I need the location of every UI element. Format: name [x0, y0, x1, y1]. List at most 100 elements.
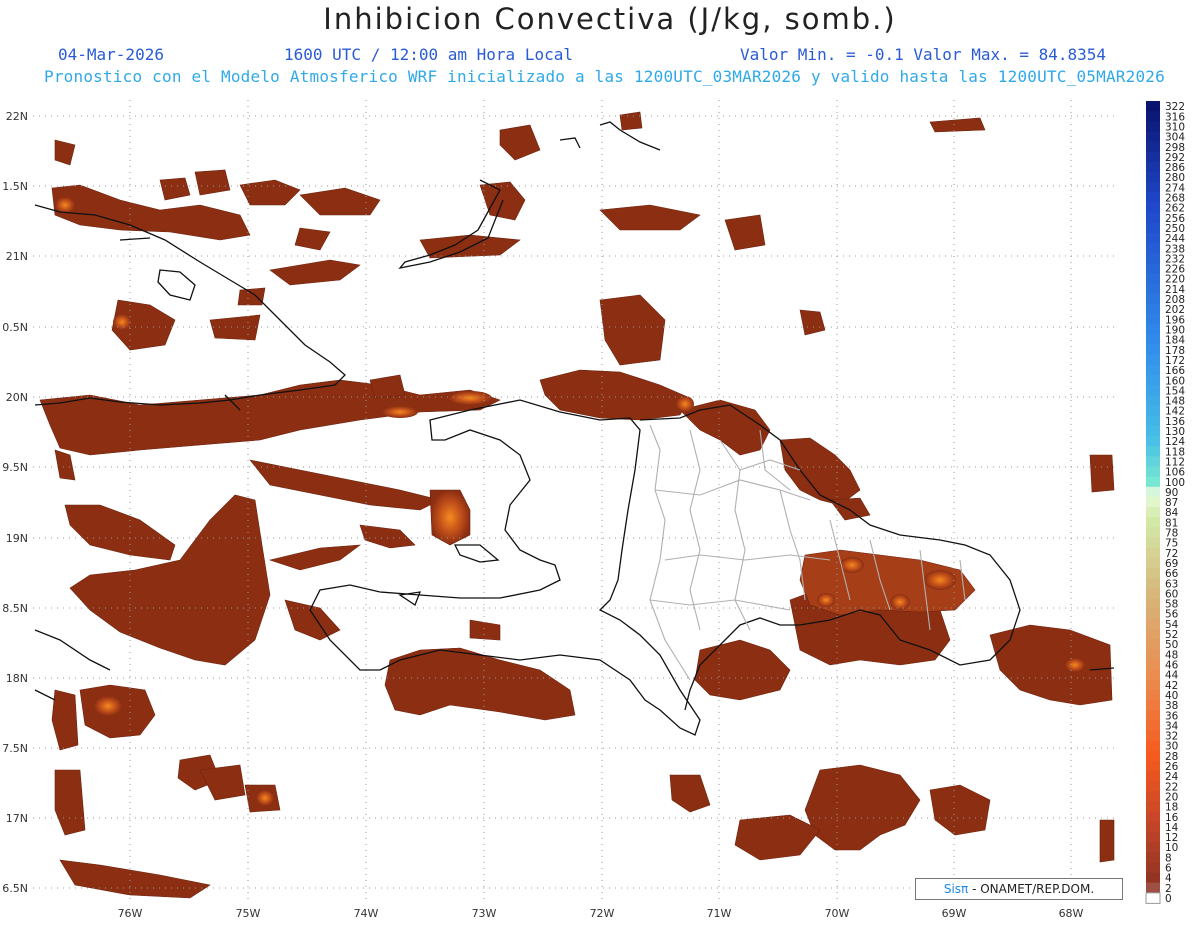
colorbar-swatch: [1146, 486, 1160, 498]
lat-tick-label: 21N: [6, 250, 28, 263]
colorbar-swatch: [1146, 852, 1160, 863]
colorbar-swatch: [1146, 283, 1160, 295]
colorbar-swatch: [1146, 649, 1160, 660]
colorbar-label: 298: [1165, 142, 1185, 154]
colorbar-swatch: [1146, 608, 1160, 620]
colorbar-swatch: [1146, 507, 1160, 518]
latitude-axis: 22N 1.5N 21N 0.5N 20N 9.5N 19N 8.5N 18N …: [2, 110, 28, 895]
colorbar-swatch: [1146, 354, 1160, 366]
colorbar-swatch: [1146, 405, 1160, 417]
colorbar-swatch: [1146, 557, 1160, 569]
colorbar-label: 28: [1165, 751, 1178, 763]
colorbar-label: 136: [1165, 416, 1185, 428]
colorbar-swatch: [1146, 872, 1160, 884]
colorbar-label: 18: [1165, 802, 1178, 814]
colorbar-swatch: [1146, 375, 1160, 386]
colorbar-label: 0: [1165, 893, 1172, 905]
colorbar-label: 4: [1165, 873, 1172, 885]
colorbar-swatch: [1146, 446, 1160, 457]
lat-tick-label: 1.5N: [2, 180, 28, 193]
colorbar-label: 310: [1165, 121, 1185, 133]
colorbar-label: 69: [1165, 558, 1178, 570]
colorbar-swatch: [1146, 527, 1160, 538]
lat-tick-label: 19N: [6, 532, 28, 545]
colorbar-label: 87: [1165, 497, 1178, 509]
colorbar-swatch: [1146, 578, 1160, 589]
colorbar-swatch: [1146, 862, 1160, 873]
forecast-time: 1600 UTC / 12:00 am Hora Local: [284, 45, 573, 64]
colorbar-swatch: [1146, 192, 1160, 203]
colorbar-label: 214: [1165, 284, 1185, 296]
colorbar-label: 66: [1165, 568, 1179, 580]
colorbar-swatch: [1146, 811, 1160, 823]
colorbar-swatch: [1146, 831, 1160, 843]
lon-tick-label: 69W: [942, 907, 967, 920]
value-min-max: Valor Min. = -0.1 Valor Max. = 84.8354: [740, 45, 1107, 64]
colorbar-swatch: [1146, 161, 1160, 173]
lon-tick-label: 70W: [825, 907, 850, 920]
colorbar-swatch: [1146, 415, 1160, 427]
colorbar-swatch: [1146, 659, 1160, 670]
colorbar-swatch: [1146, 750, 1160, 762]
colorbar-label: 178: [1165, 345, 1185, 357]
colorbar-swatch: [1146, 760, 1160, 772]
lon-tick-label: 73W: [472, 907, 497, 920]
colorbar-label: 190: [1165, 324, 1185, 336]
colorbar-swatch: [1146, 222, 1160, 234]
colorbar-swatch: [1146, 212, 1160, 224]
colorbar-label: 292: [1165, 152, 1185, 164]
colorbar-label: 14: [1165, 822, 1179, 834]
colorbar-swatch: [1146, 172, 1160, 183]
colorbar-label: 262: [1165, 203, 1185, 215]
colorbar-swatch: [1146, 466, 1160, 478]
colorbar-swatch: [1146, 710, 1160, 721]
colorbar-label: 78: [1165, 528, 1178, 540]
colorbar-label: 56: [1165, 609, 1179, 621]
colorbar-swatch: [1146, 639, 1160, 650]
coastlines: [34, 121, 1115, 736]
colorbar-label: 32: [1165, 731, 1178, 743]
longitude-axis: 76W 75W 74W 73W 72W 71W 70W 69W 68W: [118, 907, 1084, 920]
colorbar-label: 148: [1165, 396, 1185, 408]
cin-field-shading: [39, 111, 1115, 899]
colorbar-label: 196: [1165, 314, 1185, 326]
colorbar-label: 75: [1165, 538, 1178, 550]
colorbar-swatch: [1145, 892, 1161, 904]
colorbar-label: 172: [1165, 355, 1185, 367]
colorbar-label: 238: [1165, 243, 1185, 255]
colorbar-swatch: [1146, 537, 1160, 549]
colorbar-label: 166: [1165, 365, 1185, 377]
map-title: Inhibicion Convectiva (J/kg, somb.): [323, 2, 897, 36]
lon-tick-label: 68W: [1059, 907, 1084, 920]
colorbar-swatch: [1146, 699, 1160, 711]
colorbar-label: 130: [1165, 426, 1185, 438]
colorbar-label: 48: [1165, 649, 1178, 661]
colorbar-label: 232: [1165, 253, 1185, 265]
colorbar-label: 50: [1165, 639, 1178, 651]
colorbar-swatch: [1146, 385, 1160, 396]
lat-tick-label: 7.5N: [2, 742, 28, 755]
colorbar-swatch: [1146, 324, 1160, 335]
lat-tick-label: 0.5N: [2, 321, 28, 334]
colorbar-label: 36: [1165, 710, 1179, 722]
colorbar-swatch: [1146, 344, 1160, 356]
colorbar-label: 12: [1165, 832, 1178, 844]
colorbar-label: 8: [1165, 852, 1172, 864]
colorbar-label: 42: [1165, 680, 1178, 692]
colorbar-label: 220: [1165, 274, 1185, 286]
lat-tick-label: 9.5N: [2, 461, 28, 474]
colorbar-swatch: [1146, 771, 1160, 782]
colorbar-swatch: [1146, 232, 1160, 244]
forecast-date: 04-Mar-2026: [58, 45, 164, 64]
colorbar-swatch: [1146, 567, 1160, 579]
colorbar-swatch: [1146, 151, 1160, 163]
colorbar-label: 286: [1165, 162, 1185, 174]
colorbar-swatch: [1146, 476, 1160, 488]
colorbar-label: 142: [1165, 406, 1185, 418]
lat-tick-label: 8.5N: [2, 602, 28, 615]
lon-tick-label: 75W: [236, 907, 261, 920]
lon-tick-label: 71W: [707, 907, 732, 920]
colorbar-swatch: [1146, 517, 1160, 528]
colorbar-swatch: [1146, 121, 1160, 132]
